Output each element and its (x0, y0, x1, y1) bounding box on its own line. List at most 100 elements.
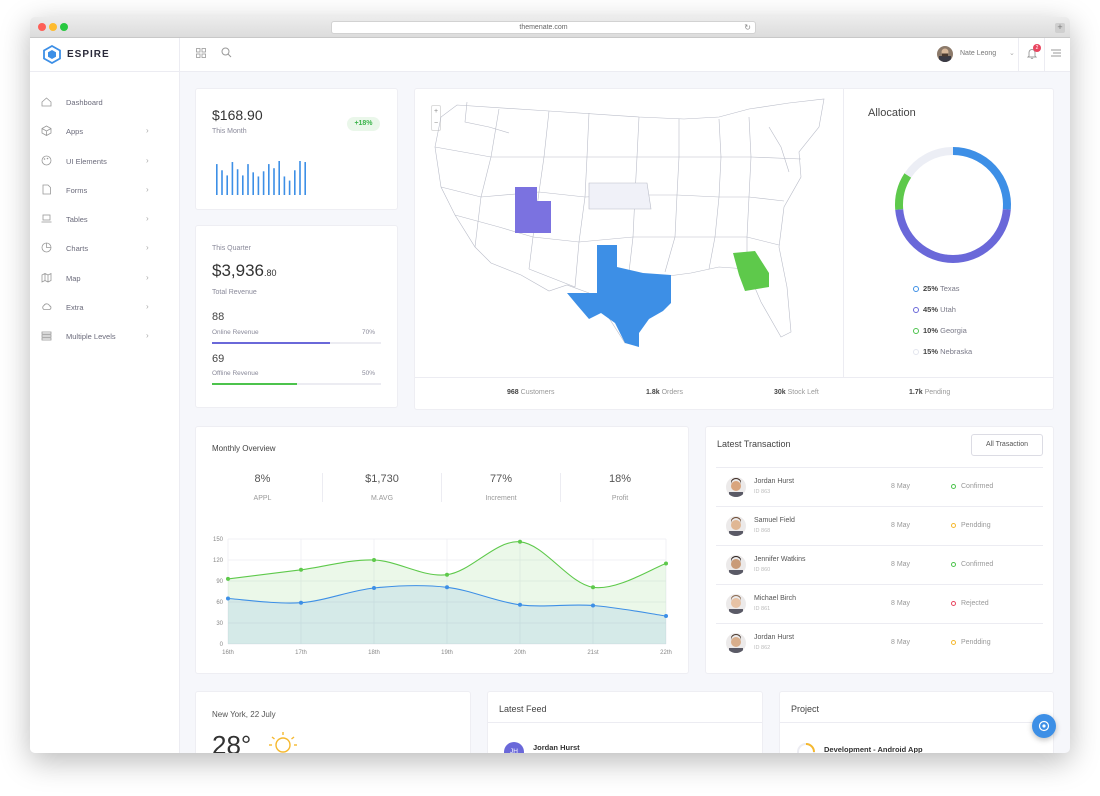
table-row[interactable]: Jordan Hurst ID 862 8 May Pendding (716, 623, 1043, 662)
project-item[interactable]: Development - Android App (824, 745, 923, 753)
x-tick-label: 18th (368, 650, 380, 656)
zoom-out-button[interactable]: − (433, 120, 439, 127)
kpi-value: 18% (608, 473, 632, 485)
stat-value: 1.7k (909, 389, 923, 396)
x-tick-label: 16th (222, 650, 234, 656)
legend-item-nebraska: 15% Nebraska (913, 347, 972, 356)
maximize-window-icon[interactable] (60, 23, 68, 31)
series-point[interactable] (445, 572, 449, 577)
legend-name: Nebraska (940, 347, 973, 356)
series-point[interactable] (299, 567, 303, 572)
sidebar-menu: Dashboard Apps › UI Elements › Forms › Tables › C… (30, 93, 180, 357)
y-tick-label: 30 (216, 621, 223, 627)
map-stat: 1.7k Pending (909, 389, 950, 396)
floating-action-button[interactable] (1032, 714, 1056, 738)
browser-chrome: themenate.com ↻ + (30, 17, 1070, 38)
sidebar-item-map[interactable]: Map › (30, 269, 180, 298)
series-point[interactable] (664, 614, 668, 618)
brand-logo[interactable]: ESPIRE (30, 38, 180, 72)
online-progress-fill (212, 342, 331, 344)
table-row[interactable]: Samuel Field ID 868 8 May Pendding (716, 506, 1043, 545)
transaction-date: 8 May (891, 561, 911, 568)
map-stat: 1.8k Orders (646, 389, 683, 396)
series-point[interactable] (372, 558, 376, 562)
divider (1044, 38, 1045, 72)
sidebar-item-apps[interactable]: Apps › (30, 122, 180, 151)
chevron-right-icon: › (146, 302, 149, 312)
zoom-in-button[interactable]: + (433, 108, 439, 115)
avatar (726, 477, 746, 497)
donut-slice-utah[interactable] (895, 209, 1011, 263)
sidebar-item-charts[interactable]: Charts › (30, 239, 180, 268)
feed-avatar: JH (504, 742, 524, 753)
sidebar-item-tables[interactable]: Tables › (30, 210, 180, 239)
status-badge: Pendding (951, 522, 991, 529)
sidebar-item-ui-elements[interactable]: UI Elements › (30, 152, 180, 181)
close-window-icon[interactable] (38, 23, 46, 31)
state-nebraska[interactable] (588, 182, 652, 210)
latest-transaction-card: Latest Transaction All Trasaction Jordan… (706, 427, 1053, 673)
weather-location: New York, 22 July (212, 710, 276, 719)
series-point[interactable] (664, 561, 668, 566)
menu-lines-icon[interactable] (1051, 49, 1061, 57)
transaction-name: Jordan Hurst (754, 634, 795, 641)
donut-slice-georgia[interactable] (895, 173, 912, 210)
laptop-icon (41, 214, 52, 223)
table-row[interactable]: Michael Birch ID 861 8 May Rejected (716, 584, 1043, 623)
sidebar-item-multiple-levels[interactable]: Multiple Levels › (30, 327, 180, 356)
overview-kpi: 8% APPL (203, 473, 322, 502)
apps-grid-icon[interactable] (196, 48, 206, 58)
mini-bar (231, 162, 234, 195)
series-point[interactable] (591, 603, 595, 608)
stat-label: Stock Left (787, 389, 819, 396)
minimize-window-icon[interactable] (49, 23, 57, 31)
all-transaction-button[interactable]: All Trasaction (971, 434, 1043, 456)
series-point[interactable] (226, 576, 230, 581)
kpi-label: APPL (253, 495, 272, 502)
series-point[interactable] (226, 596, 230, 601)
monthly-bar-chart (216, 161, 306, 195)
series-point[interactable] (299, 600, 303, 605)
state-texas[interactable] (567, 245, 671, 347)
new-tab-button[interactable]: + (1055, 23, 1065, 33)
kpi-label: M.AVG (370, 495, 394, 502)
table-row[interactable]: Jordan Hurst ID 863 8 May Confirmed (716, 467, 1043, 506)
status-badge: Confirmed (951, 483, 993, 490)
table-row[interactable]: Jennifer Watkins ID 860 8 May Confirmed (716, 545, 1043, 584)
sidebar-item-dashboard[interactable]: Dashboard (30, 93, 180, 122)
donut-slice-texas[interactable] (952, 147, 1011, 210)
mini-bar (226, 175, 228, 195)
transaction-id: ID 863 (754, 489, 771, 495)
y-tick-label: 120 (213, 558, 224, 564)
address-bar[interactable]: themenate.com ↻ (331, 21, 756, 34)
quarter-revenue-card: This Quarter $3,936.80 Total Revenue 88 … (196, 226, 397, 407)
y-tick-label: 60 (216, 600, 223, 606)
sidebar-item-forms[interactable]: Forms › (30, 181, 180, 210)
file-icon (42, 184, 51, 195)
stat-label: Customers (520, 389, 555, 396)
palette-icon (41, 155, 52, 165)
x-tick-label: 21st (587, 650, 599, 656)
us-map[interactable] (429, 97, 829, 377)
series-point[interactable] (518, 602, 522, 607)
series-point[interactable] (518, 539, 522, 544)
state-utah[interactable] (515, 187, 551, 233)
stat-label: Orders (661, 389, 683, 396)
sidebar-item-label: Tables (66, 215, 88, 225)
state-georgia[interactable] (733, 251, 769, 291)
series-point[interactable] (591, 585, 595, 590)
series-point[interactable] (372, 586, 376, 590)
map-stat: 968 Customers (507, 389, 554, 396)
overview-kpi: 77% Increment (441, 473, 560, 502)
chevron-down-icon: ⌄ (1009, 50, 1015, 57)
legend-item-georgia: 10% Georgia (913, 326, 967, 335)
series-point[interactable] (445, 585, 449, 590)
search-icon[interactable] (221, 47, 232, 58)
stat-value: 968 (507, 389, 519, 396)
donut-slice-nebraska[interactable] (904, 147, 954, 178)
reload-icon[interactable]: ↻ (744, 23, 751, 32)
chevron-right-icon: › (146, 155, 149, 165)
sidebar-item-extra[interactable]: Extra › (30, 298, 180, 327)
cube-icon (41, 125, 52, 137)
kpi-label: Profit (611, 495, 629, 502)
